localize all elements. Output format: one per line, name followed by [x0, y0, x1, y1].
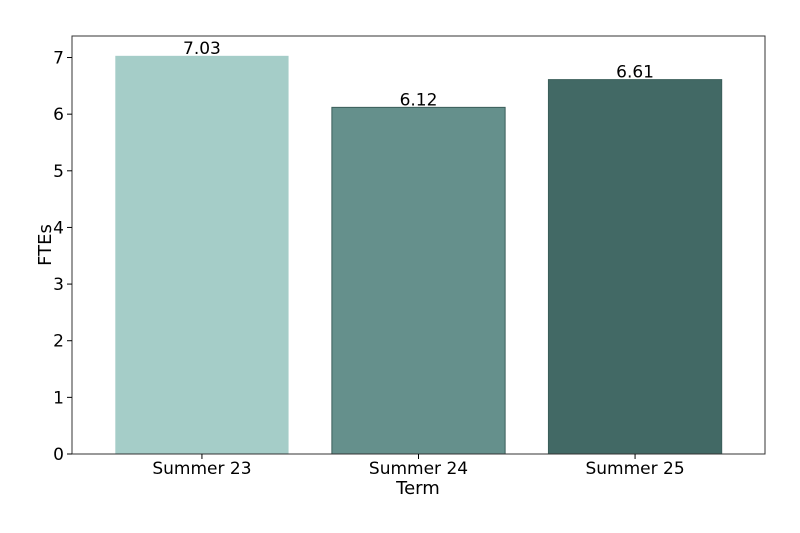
data-labels-group: 7.03 6.12 6.61: [183, 39, 654, 111]
y-tick-label: 1: [53, 388, 64, 408]
x-tick-label: Summer 23: [152, 459, 251, 479]
data-label: 7.03: [183, 39, 221, 59]
y-tick-label: 7: [53, 49, 64, 69]
bar-summer-23: [115, 55, 289, 454]
bar-summer-25: [547, 79, 723, 455]
y-tick-label: 0: [53, 445, 64, 465]
x-tick-label: Summer 24: [369, 459, 468, 479]
y-tick-label: 5: [53, 162, 64, 182]
data-label: 6.12: [400, 90, 438, 110]
x-axis: Summer 23 Summer 24 Summer 25: [152, 454, 685, 479]
y-tick-label: 4: [53, 218, 64, 238]
y-tick-label: 6: [53, 105, 64, 125]
y-axis-title: FTEs: [35, 224, 56, 266]
y-tick-label: 3: [53, 275, 64, 295]
y-axis: 0 1 2 3 4 5 6 7: [53, 49, 72, 465]
bars-group: [115, 55, 723, 455]
data-label: 6.61: [616, 63, 654, 83]
x-tick-label: Summer 25: [585, 459, 684, 479]
bar-summer-24: [331, 106, 506, 455]
y-tick-label: 2: [53, 332, 64, 352]
x-axis-title: Term: [395, 478, 440, 499]
